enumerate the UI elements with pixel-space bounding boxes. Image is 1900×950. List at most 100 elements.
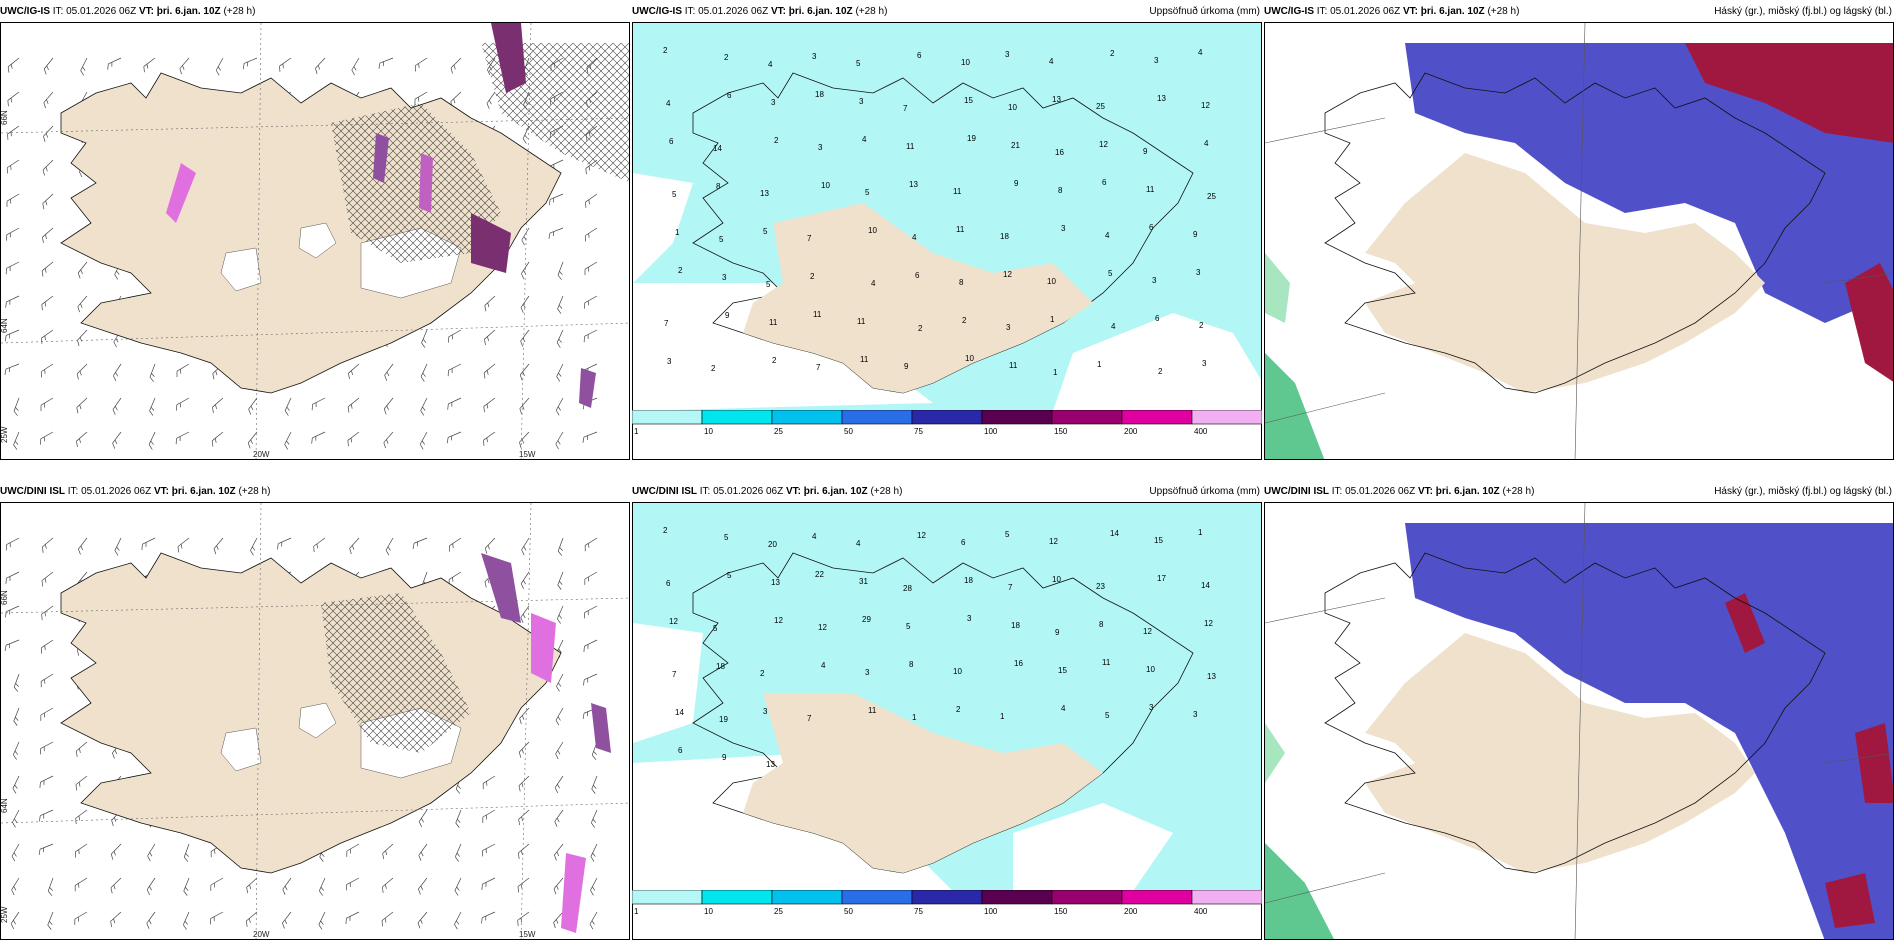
wind-barb xyxy=(384,363,394,381)
lat-label: 66N xyxy=(1,590,9,605)
wind-barb xyxy=(215,57,224,76)
field-title: Háský (gr.), miðský (fj.bl.) og lágský (… xyxy=(1714,6,1892,17)
precip-value: 6 xyxy=(917,51,922,60)
lat-label: 66N xyxy=(1,110,9,125)
panel-title: UWC/DINI ISL IT: 05.01.2026 06Z VT: þri.… xyxy=(1264,486,1894,500)
wind-barb xyxy=(520,571,530,590)
valid-time: VT: þri. 6.jan. 10Z xyxy=(153,486,236,497)
colorbar-tick: 50 xyxy=(844,427,853,436)
precip-value: 11 xyxy=(1146,185,1155,194)
precip-value: 3 xyxy=(859,97,864,106)
model-name: UWC/IG-IS xyxy=(1264,6,1314,17)
precip-map-svg: 2520441265121415165132231281871023171412… xyxy=(633,503,1261,891)
colorbar-tick: 75 xyxy=(914,427,923,436)
wind-barb xyxy=(555,707,564,726)
wind-barb xyxy=(383,431,394,449)
dry-land xyxy=(743,203,1093,393)
wind-map: 20W 15W 66N 64N 25W xyxy=(0,22,630,460)
wind-barb xyxy=(555,431,564,450)
wind-barb xyxy=(177,537,190,553)
wind-barb xyxy=(519,431,530,448)
low-cloud-green xyxy=(1265,253,1290,323)
wind-barb xyxy=(554,843,564,861)
precip-value: 12 xyxy=(1003,270,1012,279)
colorbar-tick: 200 xyxy=(1124,427,1138,436)
init-time: IT: 05.01.2026 06Z xyxy=(699,486,784,497)
wind-barb xyxy=(47,911,54,930)
wind-barb xyxy=(47,877,54,896)
wind-barb xyxy=(484,329,496,345)
dry-region xyxy=(633,623,703,743)
precip-value: 18 xyxy=(1000,232,1009,241)
precip-value: 3 xyxy=(771,98,776,107)
precip-band xyxy=(419,153,433,213)
wind-barb xyxy=(41,605,54,621)
precip-band xyxy=(481,553,521,623)
high-cloud-red xyxy=(1825,873,1875,928)
wind-barb xyxy=(454,911,462,930)
wind-barb xyxy=(448,329,462,343)
wind-barb xyxy=(250,537,258,556)
wind-barb xyxy=(556,605,564,624)
wind-barb xyxy=(75,775,88,791)
precip-value: 9 xyxy=(904,362,909,371)
panel-title: UWC/IG-IS IT: 05.01.2026 06Z VT: þri. 6.… xyxy=(0,6,630,20)
wind-barb xyxy=(143,57,156,73)
colorbar-tick: 1 xyxy=(634,427,639,436)
wind-barb xyxy=(590,877,598,896)
precip-value: 2 xyxy=(810,272,815,281)
wind-barb xyxy=(213,537,224,555)
lead-time: (+28 h) xyxy=(855,6,888,17)
wind-barb xyxy=(519,397,530,415)
wind-barb xyxy=(5,537,20,551)
precip-value: 9 xyxy=(1143,147,1148,156)
lon-label: 25W xyxy=(1,906,9,923)
wind-barb xyxy=(11,843,20,862)
precip-value: 2 xyxy=(724,53,729,62)
precip-value: 2 xyxy=(1110,49,1115,58)
wind-barb xyxy=(5,261,20,275)
wind-barb xyxy=(80,57,88,76)
wind-barb xyxy=(521,227,530,246)
panel-title: UWC/IG-IS IT: 05.01.2026 06Z VT: þri. 6.… xyxy=(632,6,1262,20)
field-title: Háský (gr.), miðský (fj.bl.) og lágský (… xyxy=(1714,486,1892,497)
wind-barb xyxy=(76,397,88,414)
precip-value: 20 xyxy=(768,540,777,549)
wind-barb xyxy=(176,363,190,378)
wind-barb xyxy=(42,159,54,176)
panel-igis-wind: UWC/IG-IS IT: 05.01.2026 06Z VT: þri. 6.… xyxy=(0,0,630,470)
wind-barb xyxy=(146,877,156,896)
precip-value: 9 xyxy=(725,311,730,320)
colorbar-swatch xyxy=(632,890,703,905)
wind-barb xyxy=(282,911,292,929)
precip-value: 5 xyxy=(865,188,870,197)
precip-value: 3 xyxy=(763,707,768,716)
wind-barb xyxy=(211,431,224,447)
precip-value: 6 xyxy=(1149,223,1154,232)
wind-barb xyxy=(149,363,156,382)
wind-barb xyxy=(246,877,258,894)
wind-map-svg: 20W 15W 66N 64N 25W xyxy=(1,503,629,939)
precip-value: 2 xyxy=(678,266,683,275)
precip-value: 13 xyxy=(1157,94,1166,103)
high-cloud-red xyxy=(1725,593,1765,653)
precip-value: 9 xyxy=(1193,230,1198,239)
precip-value: 7 xyxy=(664,319,669,328)
wind-barb xyxy=(315,57,326,74)
wind-barb xyxy=(414,91,428,106)
precip-value: 11 xyxy=(769,318,778,327)
colorbar-swatch xyxy=(911,890,983,905)
colorbar-swatch xyxy=(1051,410,1123,425)
mid-cloud-blue xyxy=(1405,523,1893,939)
precip-value: 12 xyxy=(1204,619,1213,628)
precip-map: 2 5 20 4 4 12 6 5 12 14 15 1 6 5 13 22 31 28 18 7 10 23 17 14 12… xyxy=(632,502,1262,940)
wind-barb xyxy=(420,363,428,382)
colorbar-swatch xyxy=(1121,410,1193,425)
precip-value: 1 xyxy=(1097,360,1102,369)
precip-value: 9 xyxy=(1014,179,1019,188)
precip-value: 1 xyxy=(675,228,680,237)
colorbar-swatch xyxy=(701,890,773,905)
precip-value: 21 xyxy=(1011,141,1020,150)
wind-barb xyxy=(346,843,360,857)
model-name: UWC/DINI ISL xyxy=(1264,486,1329,497)
